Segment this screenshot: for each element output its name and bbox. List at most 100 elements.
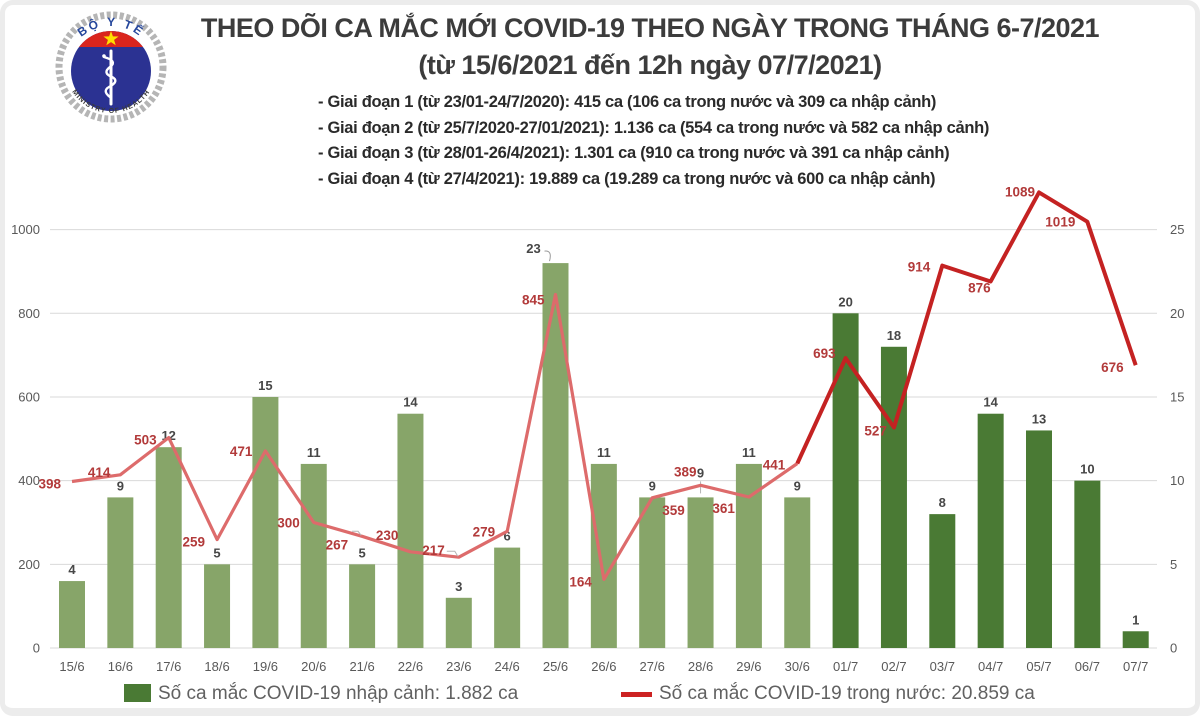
x-axis-tick: 20/6	[301, 659, 326, 674]
phase-line-1: - Giai đoạn 1 (từ 23/01-24/7/2020): 415 …	[318, 93, 937, 111]
left-axis-tick: 800	[18, 306, 40, 321]
bar-value-label: 11	[597, 445, 611, 460]
line-value-label: 359	[662, 503, 685, 518]
bar-15/6	[59, 581, 85, 648]
x-axis-tick: 03/7	[930, 659, 955, 674]
bar-20/6	[300, 463, 327, 648]
line-value-label: 259	[183, 535, 206, 550]
x-axis-tick: 05/7	[1026, 659, 1051, 674]
right-axis-tick: 15	[1170, 389, 1184, 404]
bar-06/7	[1074, 480, 1101, 648]
left-axis-tick: 1000	[11, 222, 40, 237]
bar-26/6	[590, 463, 617, 648]
right-axis-tick: 5	[1170, 557, 1177, 572]
x-axis-tick: 07/7	[1123, 659, 1148, 674]
line-value-label: 441	[763, 457, 786, 472]
bar-value-label: 4	[68, 562, 76, 577]
line-value-label: 230	[376, 528, 399, 543]
bar-value-label: 14	[983, 395, 998, 410]
x-axis-tick: 29/6	[736, 659, 761, 674]
chart-legend: Số ca mắc COVID-19 nhập cảnh: 1.882 ca S…	[0, 680, 1200, 710]
line-value-label: 1089	[1005, 185, 1035, 199]
right-axis-tick: 20	[1170, 306, 1184, 321]
bar-value-label: 9	[649, 478, 656, 493]
bar-30/6	[784, 497, 811, 648]
moh-logo: BỘ Y TẾ MINISTRY OF HEALTH	[55, 11, 167, 123]
bar-value-label: 3	[455, 579, 462, 594]
left-axis-tick: 400	[18, 473, 40, 488]
line-value-label: 876	[968, 281, 991, 296]
line-value-label: 503	[134, 433, 157, 448]
bar-28/6	[687, 497, 714, 648]
right-axis-tick: 25	[1170, 222, 1184, 237]
bar-value-label: 6	[504, 529, 511, 544]
bar-value-label: 9	[794, 478, 801, 493]
legend-bar-label: Số ca mắc COVID-19 nhập cảnh: 1.882 ca	[158, 683, 519, 704]
x-axis-labels: 15/6 16/6 17/6 18/6 19/6 20/6 21/6 22/6 23/6 24/6…	[59, 659, 1148, 674]
bar-23/6	[445, 597, 472, 648]
line-value-label: 300	[277, 515, 300, 530]
star-icon	[103, 31, 119, 46]
bar-value-label: 11	[742, 445, 756, 460]
bar-17/6	[155, 447, 182, 648]
x-axis-tick: 02/7	[881, 659, 906, 674]
bar-value-label: 18	[887, 328, 901, 343]
line-value-label: 164	[569, 574, 592, 589]
page-title: THEO DÕI CA MẮC MỚI COVID-19 THEO NGÀY T…	[200, 13, 1100, 43]
x-axis-tick: 28/6	[688, 659, 713, 674]
bar-19/6	[252, 396, 279, 648]
bar-27/6	[639, 497, 666, 648]
bar-value-label: 14	[403, 395, 418, 410]
x-axis-tick: 26/6	[591, 659, 616, 674]
line-value-label: 398	[38, 476, 61, 491]
left-axis-tick: 0	[33, 641, 40, 656]
caduceus-icon	[102, 49, 117, 106]
bar-03/7	[929, 514, 956, 648]
line-domestic-series: 3984145032594713002672302172798451643593…	[38, 185, 1138, 589]
x-axis-tick: 24/6	[494, 659, 519, 674]
phase-line-4: - Giai đoạn 4 (từ 27/4/2021): 19.889 ca …	[318, 169, 936, 188]
x-axis-tick: 25/6	[543, 659, 568, 674]
bar-21/6	[349, 564, 376, 648]
bar-25/6	[542, 263, 569, 648]
x-axis-tick: 16/6	[108, 659, 133, 674]
x-axis-tick: 17/6	[156, 659, 181, 674]
line-value-label: 217	[422, 543, 445, 558]
bar-value-label: 9	[117, 478, 124, 493]
line-label-leader	[352, 530, 362, 536]
line-value-label: 676	[1101, 360, 1124, 375]
bar-value-label: 13	[1032, 411, 1046, 426]
x-axis-tick: 06/7	[1075, 659, 1100, 674]
phase-summary: - Giai đoạn 1 (từ 23/01-24/7/2020): 415 …	[318, 90, 1138, 192]
line-value-label: 1019	[1045, 215, 1075, 230]
bar-label-leader	[544, 250, 551, 262]
bar-04/7	[977, 413, 1004, 648]
right-axis-tick: 0	[1170, 641, 1177, 656]
line-value-label: 389	[674, 464, 697, 479]
phase-line-3: - Giai đoạn 3 (từ 28/01-26/4/2021): 1.30…	[318, 144, 950, 162]
left-axis-tick: 200	[18, 557, 40, 572]
line-value-label: 527	[864, 424, 887, 439]
bar-07/7	[1122, 631, 1149, 648]
x-axis-tick: 22/6	[398, 659, 423, 674]
line-value-label: 414	[88, 465, 111, 480]
line-value-label: 845	[522, 292, 545, 307]
legend-line-label: Số ca mắc COVID-19 trong nước: 20.859 ca	[659, 683, 1035, 704]
x-axis-tick: 27/6	[640, 659, 665, 674]
page-subtitle: (từ 15/6/2021 đến 12h ngày 07/7/2021)	[418, 50, 882, 80]
x-axis-tick: 23/6	[446, 659, 471, 674]
x-axis-tick: 30/6	[785, 659, 810, 674]
line-value-label: 471	[230, 444, 253, 459]
bar-value-label: 9	[697, 465, 704, 480]
bar-16/6	[107, 497, 134, 648]
left-axis-tick: 600	[18, 389, 40, 404]
bar-value-label: 20	[838, 294, 852, 309]
bar-value-label: 11	[307, 445, 321, 460]
bar-value-label: 5	[213, 545, 220, 560]
x-axis-tick: 19/6	[253, 659, 278, 674]
bar-value-label: 15	[258, 378, 272, 393]
bar-18/6	[204, 564, 231, 648]
